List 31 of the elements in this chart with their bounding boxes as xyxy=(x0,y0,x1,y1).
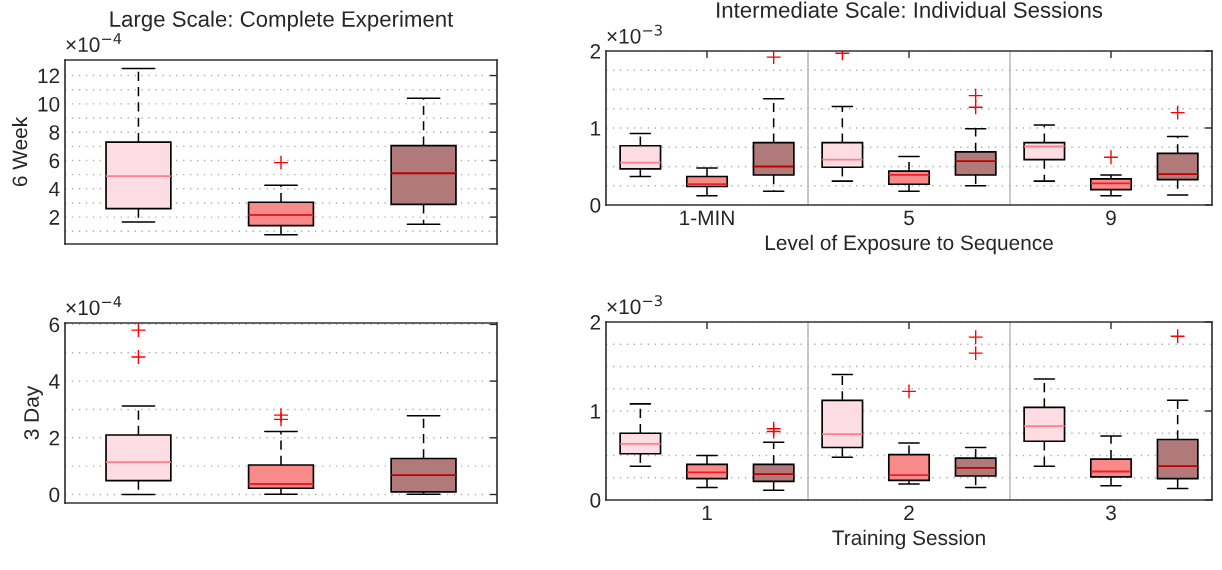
y-tick-label: 2 xyxy=(49,430,60,446)
y-tick-label: 8 xyxy=(49,125,60,140)
y-tick-label: 0 xyxy=(590,493,601,508)
text: ×10$^{−4}$ xyxy=(66,296,122,316)
text: ×10$^{−3}$ xyxy=(607,24,662,44)
x-tick-label: 3 xyxy=(1106,505,1116,521)
y-tick-label: 12 xyxy=(38,68,60,84)
x-tick-label: 1-MIN xyxy=(680,210,734,225)
y-tick-label: 4 xyxy=(49,374,60,389)
x-tick-label: 9 xyxy=(1106,210,1116,226)
chart-title: Intermediate Scale: Individual Sessions xyxy=(717,1,1103,18)
y-tick-label: 0 xyxy=(49,487,60,503)
y-tick-label: 2 xyxy=(590,44,601,59)
x-tick-label: 1 xyxy=(702,505,712,520)
y-tick-label: 6 xyxy=(49,153,60,169)
y-tick-label: 1 xyxy=(591,404,601,419)
y-tick-label: 4 xyxy=(49,182,60,197)
y-tick-label: 6 xyxy=(49,317,60,333)
x-axis-title: Level of Exposure to Sequence xyxy=(765,234,1053,255)
y-tick-label: 0 xyxy=(590,198,601,213)
y-axis-title: 3 Day xyxy=(24,385,43,440)
y-axis-title: 6 Week xyxy=(11,116,28,187)
y-tick-label: 10 xyxy=(38,96,60,112)
x-tick-label: 5 xyxy=(904,210,914,226)
chart-title: Large Scale: Complete Experiment xyxy=(110,10,454,32)
text: ×10$^{−4}$ xyxy=(66,33,122,53)
text: ×10$^{−3}$ xyxy=(607,295,662,315)
y-tick-label: 1 xyxy=(591,121,601,136)
y-tick-label: 2 xyxy=(590,315,601,330)
x-tick-label: 2 xyxy=(904,505,914,520)
x-axis-title: Training Session xyxy=(832,529,985,550)
